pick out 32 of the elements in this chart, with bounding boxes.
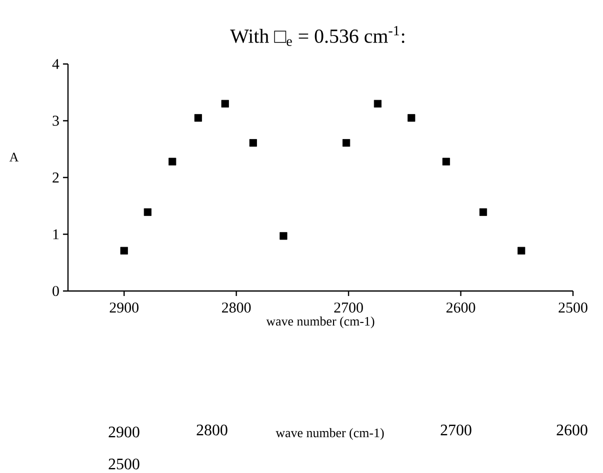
y-tick-label: 2 <box>52 172 59 182</box>
point <box>144 208 152 216</box>
y-axis-title: A <box>9 152 19 162</box>
x-tick-label: 2500 <box>558 302 588 313</box>
x-tick-label: 2700 <box>334 302 363 313</box>
x-tick-label: 2600 <box>446 302 476 313</box>
y-tick-label: 1 <box>53 229 59 240</box>
point <box>249 139 257 147</box>
text: wave number (cm-1) <box>276 428 384 440</box>
point <box>221 100 229 108</box>
y-tick-label: 3 <box>52 116 59 126</box>
point <box>479 208 488 216</box>
x-axis-title: wave number (cm-1) <box>266 316 374 328</box>
point <box>194 114 202 122</box>
text: 2600 <box>556 424 588 436</box>
point <box>120 246 128 255</box>
point <box>280 232 288 240</box>
x-tick-label: 2800 <box>222 302 251 313</box>
y-tick-label: 4 <box>52 59 60 69</box>
chart-title: With □$_{e}$ = 0.536 cm$^{-1}$: <box>230 26 404 46</box>
point <box>518 246 526 255</box>
x-tick-label: 2900 <box>110 302 138 313</box>
text: 2800 <box>196 424 228 436</box>
point <box>342 139 350 147</box>
text: 2500 <box>108 458 140 470</box>
y-tick-label: 0 <box>52 286 59 296</box>
point <box>408 114 416 122</box>
point <box>168 158 176 166</box>
text: 2700 <box>440 424 472 436</box>
point <box>374 100 382 108</box>
point <box>442 158 450 166</box>
text: 2900 <box>108 426 140 438</box>
